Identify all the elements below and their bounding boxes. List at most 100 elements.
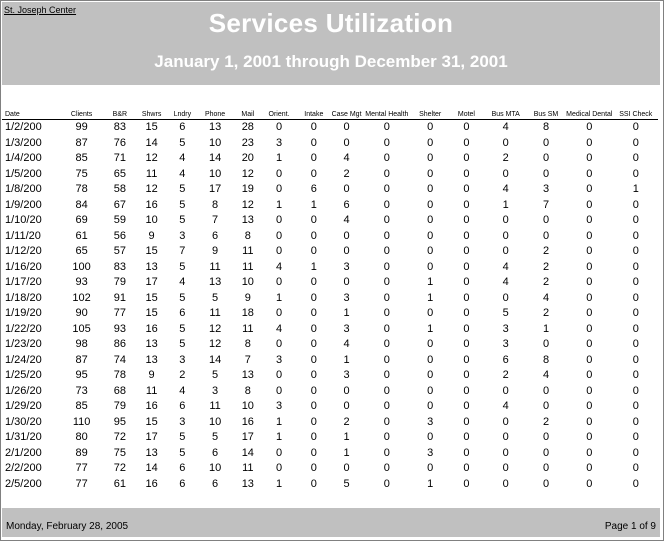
value-cell: 4: [179, 276, 186, 289]
date-cell: 1/18/20: [5, 291, 42, 304]
value-cell: 0: [343, 400, 350, 413]
value-cell: 1: [275, 198, 283, 211]
value-cell: 19: [241, 183, 254, 196]
value-cell: 0: [586, 400, 593, 413]
table-row: 2/5/200 77 61 16 6 6 13 1 0 5 0 1 0 0 0 0 0: [2, 477, 658, 493]
report-footer: Monday, February 28, 2005 Page 1 of 9: [2, 508, 660, 537]
value-cell: 0: [383, 369, 390, 382]
value-cell: 0: [310, 415, 317, 428]
date-cell: 1/29/20: [5, 400, 42, 413]
value-cell: 98: [75, 338, 88, 351]
value-cell: 2: [542, 276, 550, 289]
value-cell: 8: [542, 353, 550, 366]
value-cell: 61: [75, 229, 88, 242]
value-cell: 84: [75, 198, 88, 211]
value-cell: 0: [383, 307, 390, 320]
value-cell: 0: [586, 353, 593, 366]
value-cell: 0: [502, 415, 509, 428]
value-cell: 4: [275, 322, 283, 335]
value-cell: 0: [383, 462, 390, 475]
value-cell: 1: [343, 431, 350, 444]
value-cell: 78: [75, 183, 88, 196]
value-cell: 1: [275, 152, 283, 165]
column-header: Lndry: [168, 101, 197, 120]
value-cell: 75: [75, 167, 88, 180]
value-cell: 5: [212, 369, 219, 382]
value-cell: 0: [275, 462, 283, 475]
value-cell: 0: [586, 415, 593, 428]
value-cell: 0: [632, 322, 639, 335]
value-cell: 0: [542, 446, 550, 459]
value-cell: 0: [383, 229, 390, 242]
value-cell: 0: [383, 152, 390, 165]
value-cell: 0: [586, 152, 593, 165]
value-cell: 0: [310, 307, 317, 320]
value-cell: 0: [383, 291, 390, 304]
value-cell: 0: [275, 446, 283, 459]
date-cell: 1/4/200: [5, 152, 42, 165]
value-cell: 8: [244, 229, 251, 242]
value-cell: 0: [632, 121, 639, 134]
column-header: Date: [2, 101, 59, 120]
value-cell: 3: [343, 322, 350, 335]
print-date: Monday, February 28, 2005: [6, 521, 129, 532]
value-cell: 3: [542, 183, 550, 196]
value-cell: 14: [208, 353, 222, 366]
value-cell: 79: [113, 400, 126, 413]
date-cell: 1/23/20: [5, 338, 42, 351]
table-header-row: Date Clients B&R Shwrs Lndry Phone Mail Orient.…: [2, 101, 658, 120]
value-cell: 17: [241, 431, 254, 444]
value-cell: 16: [145, 322, 158, 335]
value-cell: 69: [75, 214, 88, 227]
value-cell: 86: [113, 338, 126, 351]
table-row: 1/12/20 65 57 15 7 9 11 0 0 0 0 0 0 0 2 0 0: [2, 244, 658, 260]
value-cell: 0: [275, 229, 283, 242]
value-cell: 0: [383, 260, 390, 273]
value-cell: 0: [310, 462, 317, 475]
table-row: 2/1/200 89 75 13 5 6 14 0 0 1 0 3 0 0 0 0 0: [2, 446, 658, 462]
value-cell: 6: [212, 446, 219, 459]
value-cell: 75: [113, 446, 126, 459]
value-cell: 6: [212, 477, 219, 490]
table-row: 1/11/20 61 56 9 3 6 8 0 0 0 0 0 0 0 0 0 0: [2, 229, 658, 245]
value-cell: 0: [383, 167, 390, 180]
value-cell: 5: [212, 431, 219, 444]
value-cell: 3: [502, 338, 509, 351]
value-cell: 0: [275, 214, 283, 227]
value-cell: 12: [208, 338, 222, 351]
value-cell: 0: [275, 307, 283, 320]
value-cell: 6: [310, 183, 317, 196]
value-cell: 16: [145, 198, 158, 211]
value-cell: 3: [275, 136, 283, 149]
table-row: 1/17/20 93 79 17 4 13 10 0 0 0 0 1 0 4 2 0 0: [2, 275, 658, 291]
report-title: Services Utilization: [208, 8, 454, 38]
date-cell: 1/11/20: [5, 229, 41, 242]
value-cell: 0: [502, 136, 509, 149]
value-cell: 0: [632, 431, 639, 444]
date-cell: 1/19/20: [5, 307, 42, 320]
table-row: 1/29/20 85 79 16 6 11 10 3 0 0 0 0 0 4 0 0 0: [2, 399, 658, 415]
value-cell: 2: [542, 245, 550, 258]
value-cell: 0: [383, 384, 390, 397]
value-cell: 87: [75, 136, 88, 149]
value-cell: 0: [275, 183, 283, 196]
table-row: 1/18/20 102 91 15 5 5 9 1 0 3 0 1 0 0 4 0 0: [2, 291, 658, 307]
value-cell: 13: [145, 353, 158, 366]
value-cell: 0: [502, 167, 509, 180]
value-cell: 68: [113, 384, 126, 397]
value-cell: 0: [586, 431, 593, 444]
value-cell: 87: [75, 353, 88, 366]
value-cell: 1: [275, 291, 283, 304]
date-cell: 1/12/20: [5, 245, 42, 258]
value-cell: 9: [148, 369, 155, 382]
value-cell: 0: [463, 245, 470, 258]
value-cell: 0: [383, 446, 390, 459]
value-cell: 1: [310, 260, 317, 273]
value-cell: 0: [383, 214, 390, 227]
value-cell: 0: [427, 431, 434, 444]
date-cell: 1/10/20: [5, 214, 42, 227]
value-cell: 0: [310, 338, 317, 351]
value-cell: 14: [208, 152, 222, 165]
table-row: 1/16/20 100 83 13 5 11 11 4 1 3 0 0 0 4 2 0 0: [2, 260, 658, 276]
value-cell: 0: [383, 198, 390, 211]
